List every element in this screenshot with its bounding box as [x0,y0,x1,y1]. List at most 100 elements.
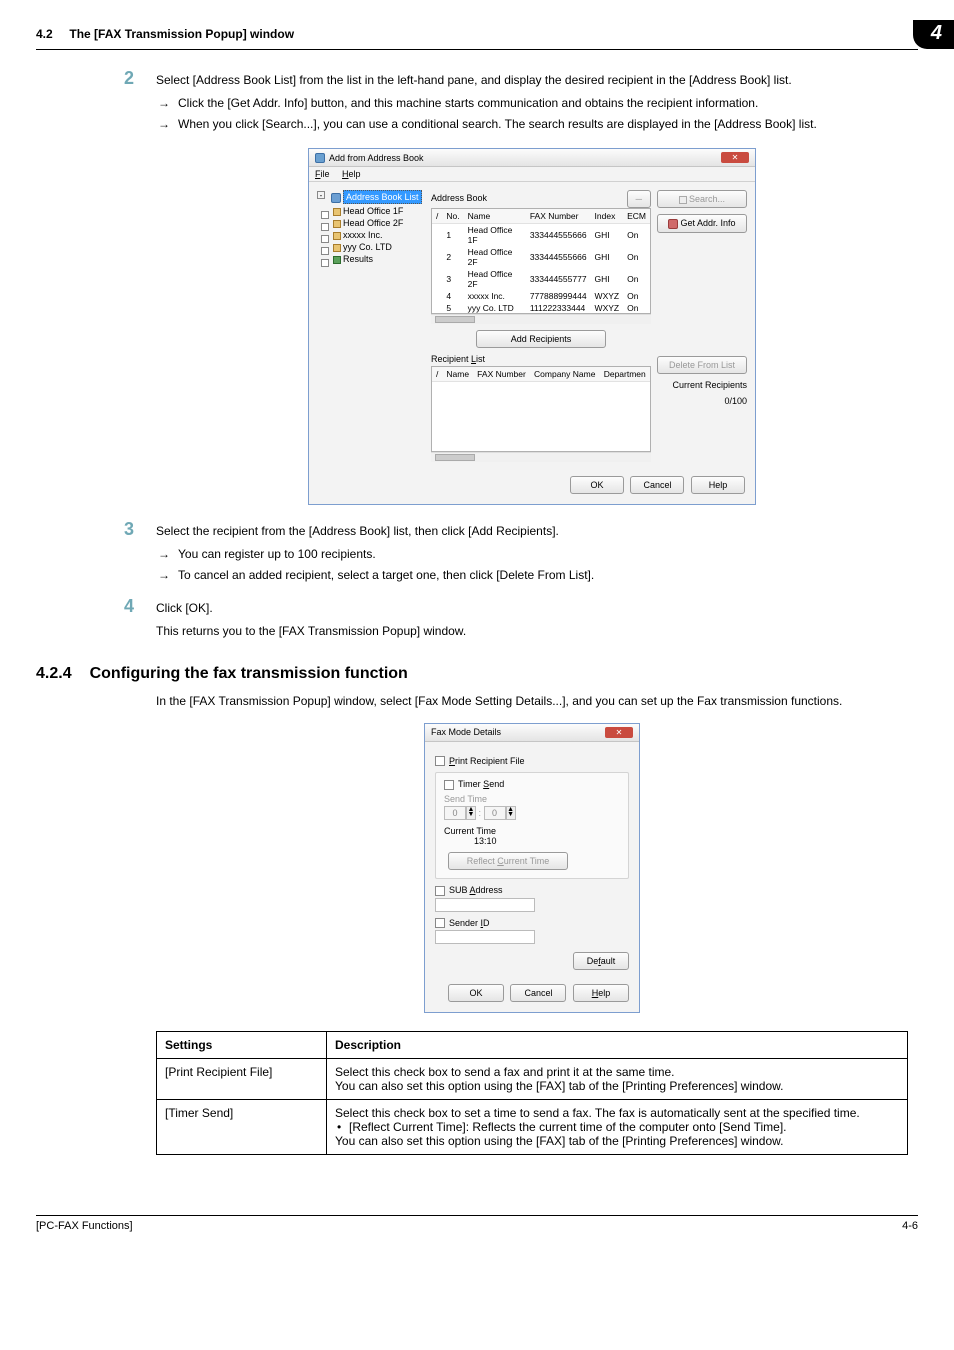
desc-line: Select this check box to send a fax and … [335,1065,675,1079]
header-section-num: 4.2 [36,27,53,41]
table-row: [Print Recipient File] Select this check… [157,1059,908,1100]
checkbox-timer-send[interactable] [444,780,454,790]
spinner-arrows-icon[interactable]: ▲▼ [506,806,516,820]
chapter-badge: 4 [913,20,954,49]
folder-icon [333,208,341,216]
get-addr-label: Get Addr. Info [680,218,735,228]
timer-send-label: Timer Send [458,779,504,789]
cancel-button[interactable]: Cancel [630,476,684,494]
current-recipients-label: Current Recipients [657,380,747,390]
header-title: 4.2 The [FAX Transmission Popup] window [36,27,913,41]
settings-table: Settings Description [Print Recipient Fi… [156,1031,908,1155]
address-book-label: Address Book [431,193,487,203]
table-row[interactable]: 2Head Office 2F333444555666GHIOn [432,246,650,268]
description-header: Description [327,1032,908,1059]
current-time-label: Current Time [444,826,620,836]
tree-item[interactable]: yyy Co. LTD [317,242,425,252]
header-title-text: The [FAX Transmission Popup] window [69,27,294,41]
step-2-sub-1: Click the [Get Addr. Info] button, and t… [156,95,908,112]
step-4-after: This returns you to the [FAX Transmissio… [156,623,908,640]
reflect-current-time-button[interactable]: Reflect Current Time [448,852,568,870]
tree-item[interactable]: Head Office 1F [317,206,425,216]
current-time-value: 13:10 [444,836,620,846]
step-number-4: 4 [124,596,134,617]
recipient-list[interactable]: / Name FAX Number Company Name Departmen [431,366,651,452]
tree-item[interactable]: xxxxx Inc. [317,230,425,240]
spinner-arrows-icon[interactable]: ▲▼ [466,806,476,820]
section-intro: In the [FAX Transmission Popup] window, … [156,693,908,710]
close-icon[interactable]: ✕ [605,727,633,738]
info-icon [668,219,678,229]
sender-id-input[interactable] [435,930,535,944]
default-button[interactable]: Default [573,952,629,970]
current-recipients-count: 0/100 [657,396,747,406]
col-fax: FAX Number [526,209,591,224]
table-row[interactable]: 5yyy Co. LTD111222333444WXYZOn [432,302,650,314]
desc-line: Select this check box to set a time to s… [335,1106,860,1120]
rcol-company: Company Name [530,367,600,382]
footer-page-number: 4-6 [902,1220,918,1232]
step-3-text: Select the recipient from the [Address B… [156,523,908,540]
rcol-name: Name [442,367,473,382]
rcol-fax: FAX Number [473,367,530,382]
tree-results-label: Results [343,254,373,264]
step-number-3: 3 [124,519,134,540]
hour-spinner[interactable]: 0 [444,806,466,820]
address-book-list[interactable]: / No. Name FAX Number Index ECM 1Head Of… [431,208,651,314]
col-name: Name [464,209,526,224]
table-row[interactable]: 1Head Office 1F333444555666GHIOn [432,224,650,247]
settings-header: Settings [157,1032,327,1059]
h-scrollbar-2[interactable] [431,452,651,462]
desc-bullet: [Reflect Current Time]: Reflects the cur… [335,1120,899,1134]
search-button[interactable]: Search... [657,190,747,208]
dialog-icon [315,153,325,163]
table-row[interactable]: 4xxxxx Inc.777888999444WXYZOn [432,290,650,302]
search-icon [679,196,687,204]
sub-address-input[interactable] [435,898,535,912]
setting-description: Select this check box to set a time to s… [327,1100,908,1155]
dialog-menu: File Help [309,167,755,182]
checkbox-sender-id[interactable] [435,918,445,928]
checkbox-sub-address[interactable] [435,886,445,896]
section-heading: 4.2.4Configuring the fax transmission fu… [36,665,908,683]
folder-icon [333,244,341,252]
help-button[interactable]: Help [691,476,745,494]
folder-icon [333,232,341,240]
search-button-label: Search... [689,194,725,204]
minute-spinner[interactable]: 0 [484,806,506,820]
close-icon[interactable]: ✕ [721,152,749,163]
menu-help[interactable]: Help [342,169,361,179]
tree-item-label: Head Office 2F [343,218,403,228]
print-recipient-label: Print Recipient File [449,756,525,766]
setting-name: [Print Recipient File] [157,1059,327,1100]
tree-item-label: yyy Co. LTD [343,242,392,252]
add-recipients-button[interactable]: Add Recipients [476,330,606,348]
checkbox-print-recipient[interactable] [435,756,445,766]
col-no: No. [442,209,463,224]
desc-line: You can also set this option using the [… [335,1134,784,1148]
step-3-sub-1: You can register up to 100 recipients. [156,546,908,563]
recipient-list-label: Recipient List [431,354,651,364]
step-number-2: 2 [124,68,134,89]
get-addr-info-button[interactable]: Get Addr. Info [657,214,747,233]
col-index: Index [591,209,624,224]
menu-file[interactable]: File [315,169,330,179]
cancel-button[interactable]: Cancel [510,984,566,1002]
table-row: [Timer Send] Select this check box to se… [157,1100,908,1155]
small-btn[interactable]: ─ [627,190,651,208]
delete-from-list-button[interactable]: Delete From List [657,356,747,374]
tree-item[interactable]: Head Office 2F [317,218,425,228]
step-3-sub-2: To cancel an added recipient, select a t… [156,567,908,584]
tree-collapse-icon[interactable]: - [317,191,325,199]
dialog-title: Add from Address Book [329,153,424,163]
help-button[interactable]: Help [573,984,629,1002]
desc-line: You can also set this option using the [… [335,1079,784,1093]
table-row[interactable]: 3Head Office 2F333444555777GHIOn [432,268,650,290]
h-scrollbar[interactable] [431,314,651,324]
footer-left: [PC-FAX Functions] [36,1220,133,1232]
ok-button[interactable]: OK [570,476,624,494]
setting-description: Select this check box to send a fax and … [327,1059,908,1100]
tree-results[interactable]: Results [317,254,425,264]
tree-root[interactable]: Address Book List [343,190,422,204]
ok-button[interactable]: OK [448,984,504,1002]
